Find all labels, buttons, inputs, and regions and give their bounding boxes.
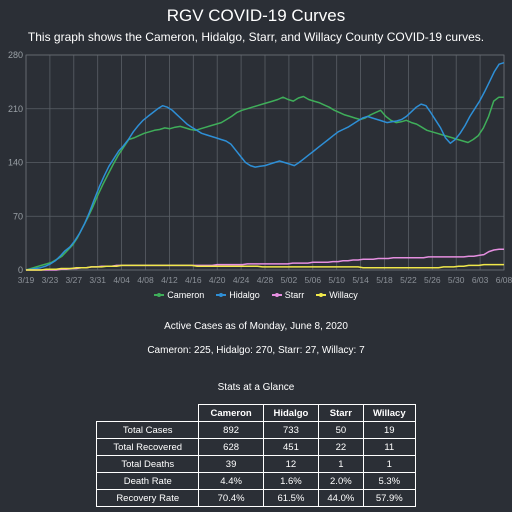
chart-grid	[26, 55, 504, 270]
x-tick-label: 5/10	[328, 275, 345, 285]
legend-label: Cameron	[167, 290, 204, 300]
stats-col-starr: Starr	[319, 405, 363, 422]
table-cell: 1.6%	[263, 473, 318, 490]
row-label: Total Deaths	[97, 456, 199, 473]
table-cell: 628	[199, 439, 263, 456]
stats-table: Cameron Hidalgo Starr Willacy Total Case…	[96, 404, 416, 507]
x-tick-label: 4/28	[257, 275, 274, 285]
page-subtitle: This graph shows the Cameron, Hidalgo, S…	[0, 30, 512, 44]
stats-col-cameron: Cameron	[199, 405, 263, 422]
legend-item-willacy[interactable]: Willacy	[316, 290, 358, 300]
table-row: Total Recovered 628 451 22 11	[97, 439, 416, 456]
x-tick-label: 4/16	[185, 275, 202, 285]
stats-col-willacy: Willacy	[363, 405, 415, 422]
table-cell: 12	[263, 456, 318, 473]
y-tick-label: 0	[18, 265, 23, 275]
table-cell: 4.4%	[199, 473, 263, 490]
table-row: Total Deaths 39 12 1 1	[97, 456, 416, 473]
legend-item-starr[interactable]: Starr	[272, 290, 305, 300]
x-tick-label: 3/23	[42, 275, 59, 285]
table-cell: 5.3%	[363, 473, 415, 490]
row-label: Total Recovered	[97, 439, 199, 456]
covid-curves-chart: 0 70 140 210 280 3/19 3/23 3/27 3/31 4/04 4/08 4/1…	[0, 44, 512, 288]
table-cell: 733	[263, 422, 318, 439]
legend-label: Willacy	[329, 290, 358, 300]
stats-corner	[97, 405, 199, 422]
x-tick-label: 4/24	[233, 275, 250, 285]
x-tick-label: 4/08	[137, 275, 154, 285]
y-tick-label: 70	[13, 211, 23, 221]
table-cell: 22	[319, 439, 363, 456]
table-cell: 1	[319, 456, 363, 473]
y-tick-label: 210	[8, 104, 23, 114]
legend-swatch	[316, 292, 326, 298]
table-cell: 451	[263, 439, 318, 456]
table-cell: 2.0%	[319, 473, 363, 490]
x-tick-label: 4/04	[113, 275, 130, 285]
table-cell: 50	[319, 422, 363, 439]
y-axis-ticks: 0 70 140 210 280	[8, 50, 23, 275]
table-row: Death Rate 4.4% 1.6% 2.0% 5.3%	[97, 473, 416, 490]
x-tick-label: 5/22	[400, 275, 417, 285]
table-cell: 70.4%	[199, 490, 263, 507]
x-tick-label: 3/19	[18, 275, 35, 285]
table-cell: 57.9%	[363, 490, 415, 507]
active-cases-values: Cameron: 225, Hidalgo: 270, Starr: 27, W…	[0, 345, 512, 356]
table-cell: 61.5%	[263, 490, 318, 507]
chart-legend: Cameron Hidalgo Starr Willacy	[0, 290, 512, 300]
stats-header-row: Cameron Hidalgo Starr Willacy	[97, 405, 416, 422]
x-tick-label: 6/03	[472, 275, 489, 285]
x-axis-ticks: 3/19 3/23 3/27 3/31 4/04 4/08 4/12 4/16 4/20 4/24…	[18, 275, 512, 285]
stats-col-hidalgo: Hidalgo	[263, 405, 318, 422]
x-tick-label: 5/18	[376, 275, 393, 285]
x-tick-label: 5/02	[281, 275, 298, 285]
table-cell: 11	[363, 439, 415, 456]
legend-item-cameron[interactable]: Cameron	[154, 290, 204, 300]
table-cell: 19	[363, 422, 415, 439]
legend-item-hidalgo[interactable]: Hidalgo	[216, 290, 260, 300]
row-label: Recovery Rate	[97, 490, 199, 507]
stats-title: Stats at a Glance	[0, 382, 512, 393]
page-title: RGV COVID-19 Curves	[0, 6, 512, 26]
table-cell: 44.0%	[319, 490, 363, 507]
legend-swatch	[154, 292, 164, 298]
row-label: Death Rate	[97, 473, 199, 490]
x-tick-label: 5/06	[305, 275, 322, 285]
row-label: Total Cases	[97, 422, 199, 439]
x-tick-label: 3/31	[89, 275, 106, 285]
table-cell: 1	[363, 456, 415, 473]
table-cell: 892	[199, 422, 263, 439]
x-tick-label: 3/27	[66, 275, 83, 285]
x-tick-label: 5/14	[352, 275, 369, 285]
table-row: Total Cases 892 733 50 19	[97, 422, 416, 439]
x-tick-label: 5/30	[448, 275, 465, 285]
x-tick-label: 6/08	[496, 275, 512, 285]
x-tick-label: 4/12	[161, 275, 178, 285]
x-tick-label: 4/20	[209, 275, 226, 285]
legend-swatch	[216, 292, 226, 298]
legend-label: Hidalgo	[229, 290, 260, 300]
y-tick-label: 280	[8, 50, 23, 60]
legend-swatch	[272, 292, 282, 298]
y-tick-label: 140	[8, 158, 23, 168]
table-cell: 39	[199, 456, 263, 473]
x-tick-label: 5/26	[424, 275, 441, 285]
table-row: Recovery Rate 70.4% 61.5% 44.0% 57.9%	[97, 490, 416, 507]
legend-label: Starr	[285, 290, 305, 300]
active-cases-title: Active Cases as of Monday, June 8, 2020	[0, 321, 512, 332]
